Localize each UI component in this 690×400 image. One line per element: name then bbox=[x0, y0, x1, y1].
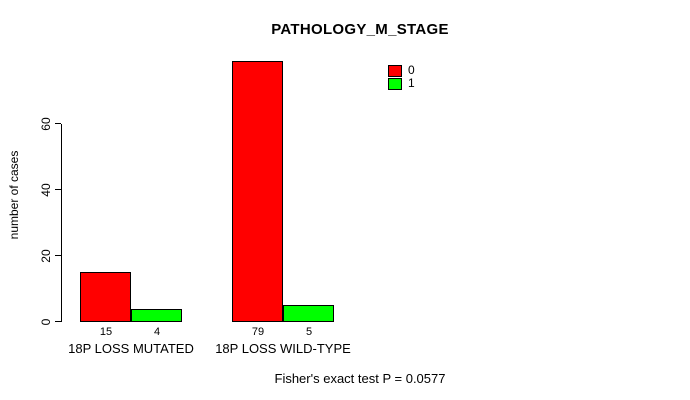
y-axis-tick bbox=[55, 321, 61, 322]
legend-label: 1 bbox=[408, 76, 415, 90]
legend-swatch-icon bbox=[388, 64, 402, 77]
fisher-test-annotation: Fisher's exact test P = 0.0577 bbox=[274, 371, 446, 386]
bar-value-label: 79 bbox=[251, 326, 265, 338]
legend-row: 1 bbox=[388, 77, 415, 90]
y-axis-tick-label: 20 bbox=[39, 249, 53, 263]
legend-swatch-icon bbox=[388, 77, 402, 90]
bar-series-0-18p-loss-mutated bbox=[80, 272, 131, 322]
y-axis-tick bbox=[55, 255, 61, 256]
y-axis-tick-label: 40 bbox=[39, 183, 53, 197]
category-label: 18P LOSS MUTATED bbox=[68, 341, 194, 356]
y-axis-tick-label: 0 bbox=[39, 318, 53, 326]
bar-series-1-18p-loss-mutated bbox=[131, 309, 182, 322]
y-axis-tick bbox=[55, 189, 61, 190]
bar-series-1-18p-loss-wild-type bbox=[283, 305, 334, 322]
bar-series-0-18p-loss-wild-type bbox=[232, 61, 283, 322]
bar-value-label: 4 bbox=[153, 326, 161, 338]
y-axis-tick bbox=[55, 123, 61, 124]
bar-value-label: 5 bbox=[305, 326, 313, 338]
chart-title: PATHOLOGY_M_STAGE bbox=[271, 21, 449, 38]
bar-value-label: 15 bbox=[99, 326, 113, 338]
y-axis-tick-label: 60 bbox=[39, 117, 53, 131]
legend-row: 0 bbox=[388, 64, 415, 77]
legend-label: 0 bbox=[408, 63, 415, 77]
y-axis-line bbox=[61, 124, 62, 322]
category-label: 18P LOSS WILD-TYPE bbox=[215, 341, 351, 356]
